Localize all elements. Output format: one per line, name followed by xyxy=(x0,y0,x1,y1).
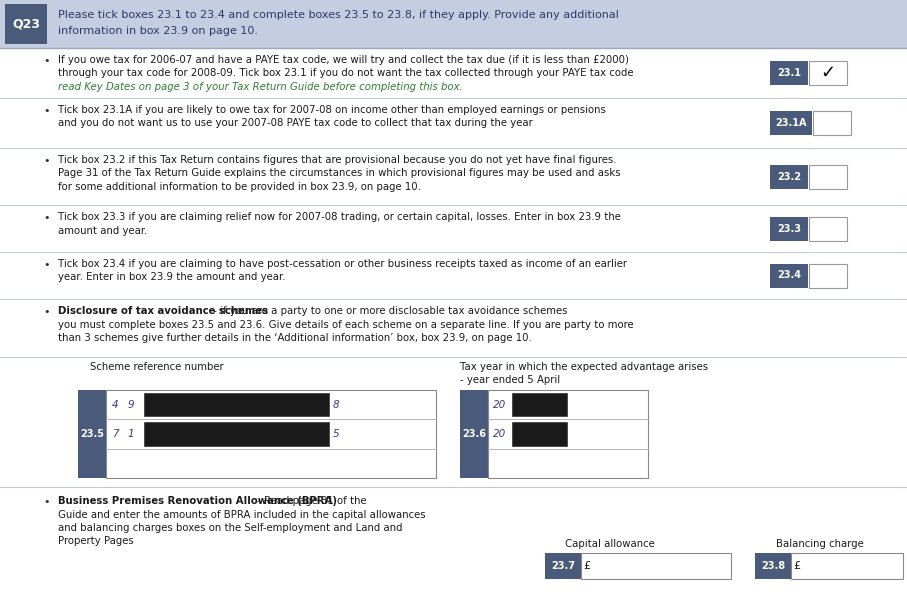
Bar xyxy=(755,553,791,579)
Text: 9: 9 xyxy=(128,399,134,410)
Bar xyxy=(581,553,731,579)
Bar xyxy=(770,263,808,288)
Bar xyxy=(809,61,847,85)
Text: Tick box 23.1A if you are likely to owe tax for 2007-08 on income other than emp: Tick box 23.1A if you are likely to owe … xyxy=(58,105,606,115)
Text: •: • xyxy=(44,260,50,270)
Bar xyxy=(512,393,567,416)
Text: than 3 schemes give further details in the ‘Additional information’ box, box 23.: than 3 schemes give further details in t… xyxy=(58,333,532,343)
Bar xyxy=(0,205,907,252)
Text: £: £ xyxy=(793,561,800,571)
Text: Tick box 23.4 if you are claiming to have post-cessation or other business recei: Tick box 23.4 if you are claiming to hav… xyxy=(58,259,627,269)
Bar xyxy=(545,553,581,579)
Text: •: • xyxy=(44,497,50,507)
Bar xyxy=(770,61,808,85)
Text: 4: 4 xyxy=(112,399,119,410)
Text: 23.7: 23.7 xyxy=(551,561,575,571)
Bar xyxy=(0,357,907,487)
Bar xyxy=(0,0,907,48)
Text: 1: 1 xyxy=(128,429,134,439)
Text: Guide and enter the amounts of BPRA included in the capital allowances: Guide and enter the amounts of BPRA incl… xyxy=(58,510,425,519)
Bar xyxy=(770,216,808,241)
Text: Capital allowance: Capital allowance xyxy=(565,539,655,549)
Text: 20: 20 xyxy=(493,429,506,439)
Bar xyxy=(106,390,436,478)
Bar xyxy=(0,148,907,205)
Bar xyxy=(809,165,847,188)
Bar xyxy=(770,165,808,188)
Text: read Key Dates on page 3 of your Tax Return Guide before completing this box.: read Key Dates on page 3 of your Tax Ret… xyxy=(58,82,463,92)
Text: 23.3: 23.3 xyxy=(777,224,801,233)
Text: 23.1: 23.1 xyxy=(777,68,801,78)
Text: - year ended 5 April: - year ended 5 April xyxy=(460,375,561,385)
Text: If you owe tax for 2006-07 and have a PAYE tax code, we will try and collect the: If you owe tax for 2006-07 and have a PA… xyxy=(58,55,629,65)
Bar xyxy=(0,299,907,357)
Text: you must complete boxes 23.5 and 23.6. Give details of each scheme on a separate: you must complete boxes 23.5 and 23.6. G… xyxy=(58,319,634,330)
Bar xyxy=(78,390,106,478)
Text: 23.8: 23.8 xyxy=(761,561,785,571)
Text: 8: 8 xyxy=(333,399,339,410)
Bar xyxy=(0,48,907,98)
Text: Property Pages: Property Pages xyxy=(58,536,133,547)
Text: information in box 23.9 on page 10.: information in box 23.9 on page 10. xyxy=(58,26,258,36)
Text: •: • xyxy=(44,307,50,317)
Text: 20: 20 xyxy=(493,399,506,410)
Text: for some additional information to be provided in box 23.9, on page 10.: for some additional information to be pr… xyxy=(58,182,421,192)
Text: Tick box 23.3 if you are claiming relief now for 2007-08 trading, or certain cap: Tick box 23.3 if you are claiming relief… xyxy=(58,212,621,222)
Bar xyxy=(581,553,584,579)
Text: •: • xyxy=(44,213,50,223)
Text: •: • xyxy=(44,156,50,166)
Text: •: • xyxy=(44,56,50,66)
Text: Please tick boxes 23.1 to 23.4 and complete boxes 23.5 to 23.8, if they apply. P: Please tick boxes 23.1 to 23.4 and compl… xyxy=(58,10,619,20)
Text: Tax year in which the expected advantage arises: Tax year in which the expected advantage… xyxy=(460,362,708,372)
Text: 23.5: 23.5 xyxy=(80,429,104,439)
Text: amount and year.: amount and year. xyxy=(58,226,147,235)
Text: Page 31 of the Tax Return Guide explains the circumstances in which provisional : Page 31 of the Tax Return Guide explains… xyxy=(58,168,620,179)
Text: Balancing charge: Balancing charge xyxy=(776,539,863,549)
Bar xyxy=(144,423,329,446)
Text: and balancing charges boxes on the Self-employment and Land and: and balancing charges boxes on the Self-… xyxy=(58,523,403,533)
Bar xyxy=(809,263,847,288)
Text: - if you are a party to one or more disclosable tax avoidance schemes: - if you are a party to one or more disc… xyxy=(210,306,568,316)
Bar xyxy=(144,393,329,416)
Text: Tick box 23.2 if this Tax Return contains figures that are provisional because y: Tick box 23.2 if this Tax Return contain… xyxy=(58,155,617,165)
Bar xyxy=(460,390,488,478)
Bar xyxy=(791,553,903,579)
Bar xyxy=(813,111,851,135)
Text: Q23: Q23 xyxy=(12,18,40,30)
Text: Business Premises Renovation Allowance (BPRA): Business Premises Renovation Allowance (… xyxy=(58,496,337,506)
Text: 23.2: 23.2 xyxy=(777,171,801,182)
Text: ✓: ✓ xyxy=(821,64,835,82)
Text: 5: 5 xyxy=(333,429,339,439)
Text: 23.4: 23.4 xyxy=(777,271,801,280)
Text: 23.6: 23.6 xyxy=(462,429,486,439)
Bar xyxy=(809,216,847,241)
Text: £: £ xyxy=(583,561,590,571)
Text: year. Enter in box 23.9 the amount and year.: year. Enter in box 23.9 the amount and y… xyxy=(58,272,286,283)
Text: through your tax code for 2008-09. Tick box 23.1 if you do not want the tax coll: through your tax code for 2008-09. Tick … xyxy=(58,69,633,78)
Bar xyxy=(0,252,907,299)
Text: Disclosure of tax avoidance schemes: Disclosure of tax avoidance schemes xyxy=(58,306,268,316)
Text: 23.1A: 23.1A xyxy=(775,118,806,128)
Text: •: • xyxy=(44,106,50,116)
Bar xyxy=(770,111,812,135)
Bar xyxy=(0,98,907,148)
Text: - Read page 31 of the: - Read page 31 of the xyxy=(254,496,366,506)
Bar xyxy=(512,423,567,446)
Bar xyxy=(488,390,648,478)
Text: and you do not want us to use your 2007-08 PAYE tax code to collect that tax dur: and you do not want us to use your 2007-… xyxy=(58,119,532,128)
Text: Scheme reference number: Scheme reference number xyxy=(90,362,224,372)
Bar xyxy=(5,4,47,44)
Text: 7: 7 xyxy=(112,429,119,439)
Bar xyxy=(0,487,907,608)
